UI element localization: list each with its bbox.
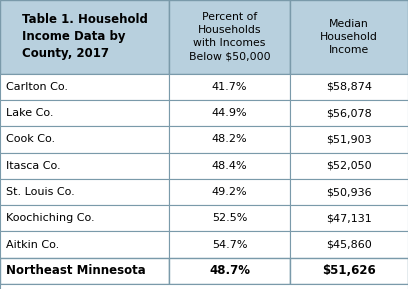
Bar [290, 126, 408, 153]
Bar [169, 231, 290, 258]
Bar [0, 284, 408, 289]
Bar [290, 100, 408, 126]
Text: Median
Household
Income: Median Household Income [320, 19, 378, 55]
Bar [290, 0, 408, 74]
Bar [0, 231, 169, 258]
Text: 44.9%: 44.9% [212, 108, 247, 118]
Bar [0, 179, 169, 205]
Text: 41.7%: 41.7% [212, 82, 247, 92]
Bar [169, 153, 290, 179]
Text: Percent of
Households
with Incomes
Below $50,000: Percent of Households with Incomes Below… [188, 12, 271, 62]
Text: $56,078: $56,078 [326, 108, 372, 118]
Bar [0, 0, 169, 74]
Bar [290, 231, 408, 258]
Bar [0, 205, 169, 231]
Text: Northeast Minnesota: Northeast Minnesota [6, 264, 146, 277]
Text: Carlton Co.: Carlton Co. [6, 82, 68, 92]
Text: 52.5%: 52.5% [212, 213, 247, 223]
Bar [169, 0, 290, 74]
Text: St. Louis Co.: St. Louis Co. [6, 187, 75, 197]
Text: $45,860: $45,860 [326, 240, 372, 250]
Bar [0, 153, 169, 179]
Text: Koochiching Co.: Koochiching Co. [6, 213, 95, 223]
Bar [0, 126, 169, 153]
Text: Itasca Co.: Itasca Co. [6, 161, 61, 171]
Bar [290, 258, 408, 284]
Bar [0, 258, 169, 284]
Text: 54.7%: 54.7% [212, 240, 247, 250]
Bar [169, 74, 290, 100]
Text: 48.7%: 48.7% [209, 264, 250, 277]
Bar [169, 258, 290, 284]
Text: $51,626: $51,626 [322, 264, 376, 277]
Text: 49.2%: 49.2% [212, 187, 247, 197]
Text: Table 1. Household
Income Data by
County, 2017: Table 1. Household Income Data by County… [22, 13, 148, 60]
Text: Cook Co.: Cook Co. [6, 134, 55, 144]
Text: $50,936: $50,936 [326, 187, 372, 197]
Text: $51,903: $51,903 [326, 134, 372, 144]
Text: 48.2%: 48.2% [212, 134, 247, 144]
Bar [290, 179, 408, 205]
Text: $58,874: $58,874 [326, 82, 372, 92]
Bar [169, 126, 290, 153]
Text: $52,050: $52,050 [326, 161, 372, 171]
Bar [0, 100, 169, 126]
Text: Aitkin Co.: Aitkin Co. [6, 240, 60, 250]
Bar [290, 205, 408, 231]
Bar [169, 205, 290, 231]
Bar [290, 74, 408, 100]
Bar [0, 74, 169, 100]
Bar [169, 100, 290, 126]
Bar [169, 179, 290, 205]
Bar [290, 153, 408, 179]
Text: Lake Co.: Lake Co. [6, 108, 53, 118]
Text: $47,131: $47,131 [326, 213, 372, 223]
Text: 48.4%: 48.4% [212, 161, 247, 171]
